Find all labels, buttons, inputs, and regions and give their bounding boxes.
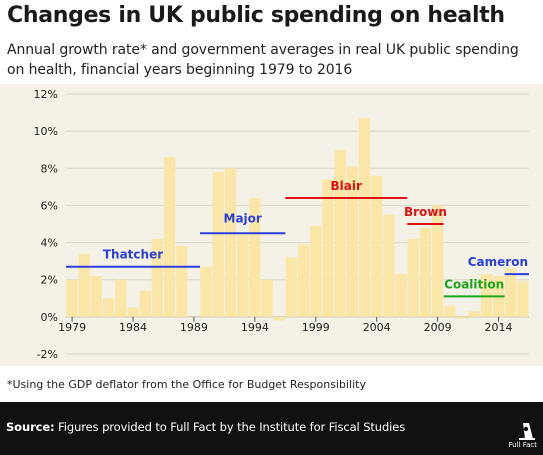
x-tick-label: 2014 — [485, 321, 513, 334]
bar — [139, 290, 151, 317]
chart-svg: ThatcherMajorBlairBrownCoalitionCameron … — [34, 88, 529, 361]
bar — [468, 311, 480, 317]
x-tick-label: 1989 — [180, 321, 208, 334]
bar — [176, 246, 188, 317]
y-tick-label: 12% — [34, 88, 58, 101]
y-tick-label: 10% — [34, 125, 58, 138]
x-tick-label: 2004 — [363, 321, 391, 334]
footnote: *Using the GDP deflator from the Office … — [7, 378, 366, 391]
full-fact-logo: Full Fact — [483, 421, 539, 451]
average-label-brown: Brown — [404, 205, 447, 219]
bar — [298, 244, 310, 317]
bar — [103, 298, 115, 317]
average-lines-layer: Thatcher Major Blair Brown Coalition Cameron — [66, 179, 529, 298]
bar — [127, 307, 139, 317]
average-label-thatcher: Thatcher — [103, 248, 163, 262]
chart-title: Changes in UK public spending on health — [7, 3, 505, 28]
bar — [358, 118, 371, 317]
bar — [371, 175, 383, 317]
source-line: Source: Figures provided to Full Fact by… — [6, 420, 405, 434]
average-label-cameron: Cameron — [468, 255, 528, 269]
bar — [383, 214, 395, 317]
bar — [517, 281, 529, 317]
full-fact-logo-icon — [519, 423, 535, 440]
bar — [444, 305, 456, 317]
x-tick-label: 1994 — [241, 321, 269, 334]
bar — [212, 172, 224, 317]
bar — [224, 168, 237, 317]
bar — [395, 274, 407, 317]
average-label-blair: Blair — [331, 179, 362, 193]
bar — [310, 225, 322, 317]
source-text: Figures provided to Full Fact by the Ins… — [54, 420, 406, 434]
bar — [66, 279, 78, 317]
bar — [419, 227, 432, 317]
bar — [346, 166, 358, 317]
bar — [151, 238, 163, 317]
bar — [334, 149, 346, 317]
source-label: Source: — [6, 420, 55, 434]
x-tick-labels: 1979 1984 1989 1994 1999 2004 2009 2014 — [58, 316, 513, 334]
x-tick-label: 2009 — [424, 321, 452, 334]
bar — [432, 205, 444, 317]
bar-layer — [66, 118, 529, 321]
bar — [237, 233, 249, 317]
chart-subtitle: Annual growth rate* and government avera… — [7, 42, 519, 78]
y-tick-label: 8% — [41, 162, 58, 175]
bar — [407, 238, 419, 317]
bar — [273, 316, 285, 321]
bar — [285, 257, 297, 317]
y-tick-label: 6% — [41, 199, 58, 212]
x-tick-label: 1999 — [302, 321, 330, 334]
bar — [456, 316, 468, 319]
bar — [505, 268, 517, 317]
x-tick-label: 1979 — [58, 321, 86, 334]
bar — [90, 276, 103, 317]
y-tick-label: 4% — [41, 237, 58, 250]
bar — [261, 279, 273, 317]
footer-bar: Source: Figures provided to Full Fact by… — [0, 402, 543, 455]
bar — [322, 179, 334, 317]
bar — [163, 157, 176, 317]
y-tick-label: -2% — [37, 348, 58, 361]
y-tick-label: 2% — [41, 274, 58, 287]
chart-panel: Thatcher Major Blair Brown Coalition Cameron … — [0, 84, 543, 366]
y-tick-labels: -2% 0% 2% 4% 6% 8% 10% 12% — [34, 88, 58, 361]
x-tick-label: 1984 — [119, 321, 147, 334]
bar — [115, 279, 127, 317]
y-tick-label: 0% — [41, 311, 58, 324]
bar — [78, 253, 90, 317]
bar — [249, 198, 261, 317]
logo-text: Full Fact — [508, 441, 537, 449]
average-label-major: Major — [224, 211, 262, 225]
average-label-coalition: Coalition — [444, 277, 504, 291]
bar — [200, 266, 212, 317]
